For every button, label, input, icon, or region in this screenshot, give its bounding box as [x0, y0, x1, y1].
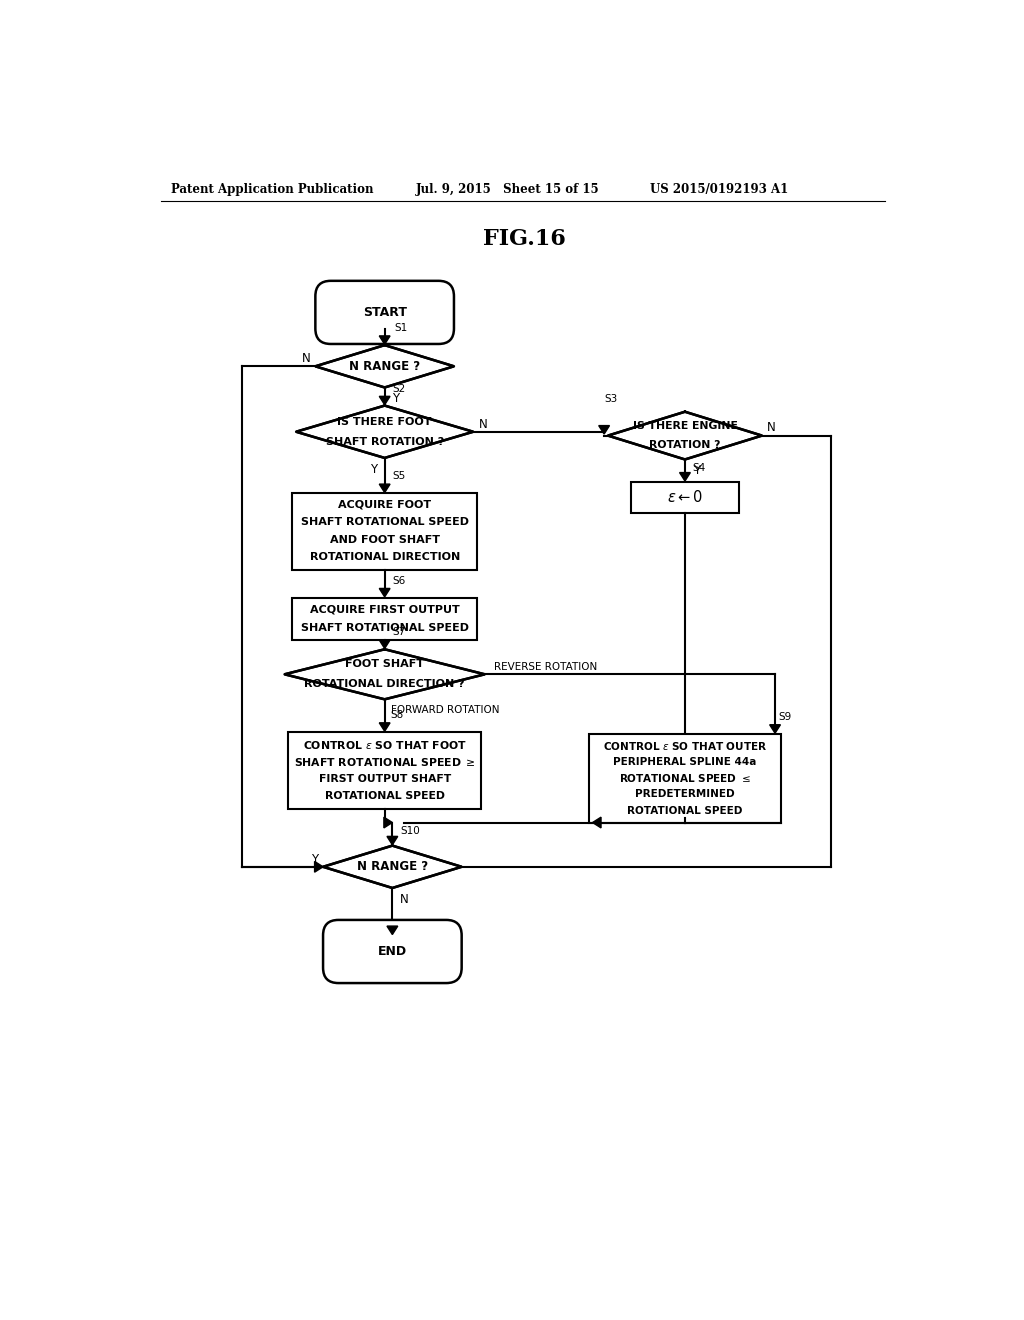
- Text: SHAFT ROTATIONAL SPEED: SHAFT ROTATIONAL SPEED: [301, 623, 469, 634]
- Text: ROTATIONAL SPEED: ROTATIONAL SPEED: [325, 791, 444, 801]
- Text: CONTROL $\varepsilon$ SO THAT FOOT: CONTROL $\varepsilon$ SO THAT FOOT: [303, 739, 467, 751]
- Polygon shape: [770, 725, 780, 733]
- Text: S9: S9: [778, 711, 792, 722]
- Text: US 2015/0192193 A1: US 2015/0192193 A1: [650, 183, 788, 197]
- Text: $\varepsilon\leftarrow$0: $\varepsilon\leftarrow$0: [667, 490, 703, 506]
- Text: SHAFT ROTATION ?: SHAFT ROTATION ?: [326, 437, 443, 446]
- Text: SHAFT ROTATIONAL SPEED: SHAFT ROTATIONAL SPEED: [301, 517, 469, 527]
- Polygon shape: [296, 405, 473, 458]
- Text: ROTATIONAL SPEED $\leq$: ROTATIONAL SPEED $\leq$: [620, 772, 751, 784]
- Text: FORWARD ROTATION: FORWARD ROTATION: [391, 705, 500, 714]
- Text: SHAFT ROTATIONAL SPEED $\geq$: SHAFT ROTATIONAL SPEED $\geq$: [294, 756, 475, 768]
- Polygon shape: [387, 837, 397, 845]
- FancyBboxPatch shape: [315, 281, 454, 345]
- Bar: [292, 598, 477, 640]
- Text: S8: S8: [391, 710, 404, 721]
- Polygon shape: [379, 335, 390, 345]
- Polygon shape: [315, 345, 454, 388]
- Text: S10: S10: [400, 826, 420, 837]
- Text: IS THERE ENGINE: IS THERE ENGINE: [633, 421, 737, 432]
- Text: AND FOOT SHAFT: AND FOOT SHAFT: [330, 535, 439, 545]
- Text: S7: S7: [392, 627, 406, 638]
- Text: ROTATION ?: ROTATION ?: [649, 440, 721, 450]
- Text: S4: S4: [692, 463, 706, 473]
- Text: ROTATIONAL DIRECTION: ROTATIONAL DIRECTION: [309, 552, 460, 562]
- Text: START: START: [362, 306, 407, 319]
- Bar: [292, 494, 477, 570]
- Text: REVERSE ROTATION: REVERSE ROTATION: [494, 661, 597, 672]
- Text: Patent Application Publication: Patent Application Publication: [171, 183, 373, 197]
- Text: S2: S2: [392, 384, 406, 393]
- Text: FIG.16: FIG.16: [483, 227, 566, 249]
- Polygon shape: [680, 473, 690, 480]
- Polygon shape: [379, 640, 390, 648]
- Polygon shape: [285, 649, 484, 700]
- Text: S3: S3: [604, 395, 617, 404]
- Polygon shape: [379, 723, 390, 731]
- FancyBboxPatch shape: [323, 920, 462, 983]
- Polygon shape: [593, 817, 601, 828]
- Bar: [631, 482, 739, 512]
- Polygon shape: [379, 484, 390, 492]
- Text: N: N: [302, 352, 310, 366]
- Text: N: N: [767, 421, 775, 434]
- Text: IS THERE FOOT: IS THERE FOOT: [338, 417, 432, 426]
- Text: FOOT SHAFT: FOOT SHAFT: [345, 659, 424, 669]
- Text: N: N: [479, 417, 488, 430]
- Text: Y: Y: [392, 392, 399, 405]
- Text: Y: Y: [692, 465, 699, 477]
- Text: ACQUIRE FOOT: ACQUIRE FOOT: [338, 499, 431, 510]
- Polygon shape: [379, 589, 390, 597]
- Text: N: N: [400, 892, 409, 906]
- Bar: [589, 734, 781, 822]
- Text: S6: S6: [392, 576, 406, 586]
- Text: ROTATIONAL SPEED: ROTATIONAL SPEED: [628, 805, 742, 816]
- Text: ROTATIONAL DIRECTION ?: ROTATIONAL DIRECTION ?: [304, 680, 465, 689]
- Polygon shape: [314, 862, 323, 873]
- Polygon shape: [599, 425, 609, 434]
- Text: S5: S5: [392, 471, 406, 482]
- Text: ACQUIRE FIRST OUTPUT: ACQUIRE FIRST OUTPUT: [310, 605, 460, 615]
- Text: Y: Y: [370, 462, 377, 475]
- Text: CONTROL $\varepsilon$ SO THAT OUTER: CONTROL $\varepsilon$ SO THAT OUTER: [603, 741, 767, 752]
- Text: PREDETERMINED: PREDETERMINED: [635, 789, 735, 800]
- Text: END: END: [378, 945, 407, 958]
- Text: Y: Y: [311, 853, 318, 866]
- Polygon shape: [384, 817, 392, 828]
- Text: S1: S1: [394, 323, 408, 333]
- Bar: [289, 733, 481, 809]
- Text: FIRST OUTPUT SHAFT: FIRST OUTPUT SHAFT: [318, 774, 451, 784]
- Text: N RANGE ?: N RANGE ?: [349, 360, 420, 372]
- Polygon shape: [608, 412, 762, 459]
- Polygon shape: [323, 846, 462, 888]
- Polygon shape: [387, 927, 397, 935]
- Text: N RANGE ?: N RANGE ?: [356, 861, 428, 874]
- Polygon shape: [379, 396, 390, 405]
- Text: Jul. 9, 2015   Sheet 15 of 15: Jul. 9, 2015 Sheet 15 of 15: [416, 183, 599, 197]
- Text: PERIPHERAL SPLINE 44a: PERIPHERAL SPLINE 44a: [613, 758, 757, 767]
